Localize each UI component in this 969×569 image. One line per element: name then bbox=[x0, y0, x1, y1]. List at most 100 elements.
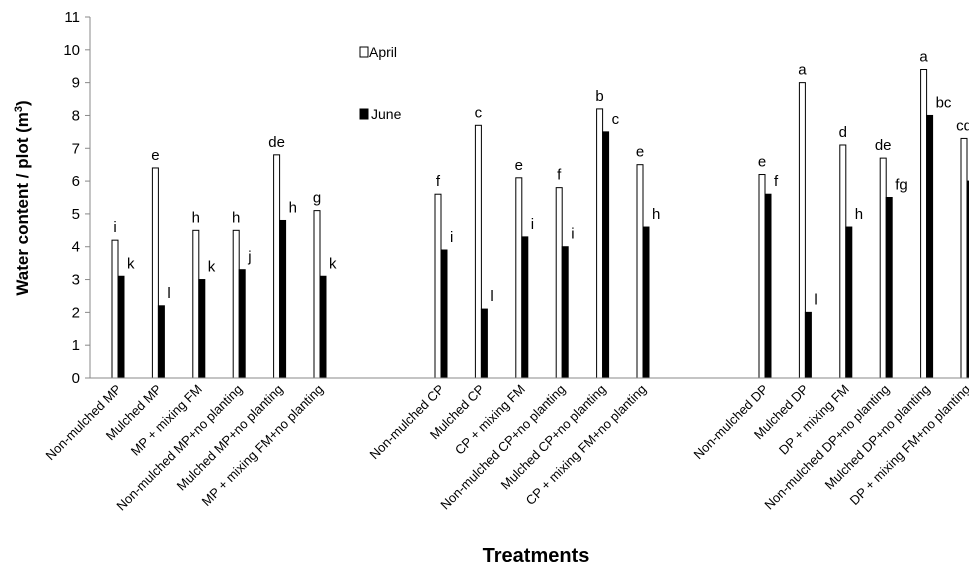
april-significance-letter: b bbox=[595, 88, 603, 105]
june-bar bbox=[804, 311, 812, 379]
april-bar bbox=[758, 174, 766, 379]
june-significance-letter: k bbox=[329, 255, 337, 272]
june-significance-letter: bc bbox=[936, 94, 952, 111]
june-bar bbox=[764, 193, 772, 379]
april-significance-letter: d bbox=[839, 124, 847, 141]
y-tick-label: 6 bbox=[72, 173, 80, 190]
june-significance-letter: k bbox=[127, 255, 135, 272]
june-significance-letter: l bbox=[167, 285, 170, 302]
june-significance-letter: j bbox=[247, 249, 251, 266]
june-bar bbox=[561, 246, 569, 379]
june-bar bbox=[319, 275, 327, 379]
april-significance-letter: a bbox=[919, 49, 928, 66]
june-bar bbox=[440, 249, 448, 379]
april-bar bbox=[313, 210, 321, 379]
april-significance-letter: de bbox=[268, 134, 285, 151]
june-significance-letter: fg bbox=[895, 177, 908, 194]
y-axis-ticks: 0 1 2 3 4 5 6 7 8 9 10 11 bbox=[63, 9, 90, 387]
april-significance-letter: e bbox=[636, 144, 644, 161]
june-bar bbox=[480, 308, 488, 379]
april-significance-letter: e bbox=[515, 157, 523, 174]
june-significance-letter: h bbox=[855, 206, 863, 223]
april-bar bbox=[232, 229, 240, 379]
y-tick-label: 1 bbox=[72, 337, 80, 354]
y-tick-label: 9 bbox=[72, 75, 80, 92]
y-tick-label: 8 bbox=[72, 107, 80, 124]
june-bar bbox=[885, 197, 893, 379]
june-significance-letter: i bbox=[450, 229, 453, 246]
category-label: CP + mixing FM bbox=[452, 382, 528, 458]
april-bar bbox=[596, 108, 604, 379]
june-bar bbox=[117, 275, 125, 379]
april-bar bbox=[434, 193, 442, 379]
april-significance-letter: e bbox=[758, 154, 766, 171]
april-significance-letter: e bbox=[151, 147, 159, 164]
june-bar bbox=[279, 219, 287, 379]
june-bar bbox=[157, 305, 165, 379]
june-significance-letter: h bbox=[289, 199, 297, 216]
april-significance-letter: cd bbox=[956, 117, 969, 134]
april-bar bbox=[555, 187, 563, 379]
april-significance-letter: c bbox=[475, 104, 483, 121]
legend: April June bbox=[359, 44, 402, 122]
category-label: DP + mixing FM bbox=[776, 382, 852, 458]
april-bar bbox=[515, 177, 523, 379]
april-significance-letter: f bbox=[436, 173, 441, 190]
june-significance-letter: l bbox=[490, 288, 493, 305]
june-bar bbox=[238, 269, 246, 379]
y-axis-title: Water content / plot (m3) bbox=[13, 100, 32, 295]
category-label: Non-mulched CP bbox=[367, 382, 448, 463]
legend-june-label: June bbox=[371, 106, 402, 122]
april-bar bbox=[798, 82, 806, 379]
y-tick-label: 3 bbox=[72, 272, 80, 289]
y-tick-label: 0 bbox=[72, 370, 80, 387]
june-bar bbox=[845, 226, 853, 379]
y-tick-label: 7 bbox=[72, 140, 80, 157]
april-bar bbox=[192, 229, 200, 379]
legend-april-swatch bbox=[359, 46, 369, 58]
april-significance-letter: i bbox=[113, 219, 116, 236]
legend-june-swatch bbox=[359, 108, 369, 120]
june-bar bbox=[642, 226, 650, 379]
y-tick-label: 5 bbox=[72, 206, 80, 223]
june-bar bbox=[966, 180, 969, 379]
june-significance-letter: c bbox=[612, 111, 620, 128]
bars bbox=[111, 69, 969, 379]
y-tick-label: 4 bbox=[72, 239, 80, 256]
april-bar bbox=[839, 144, 847, 379]
significance-labels: ikelhkhjdehgkficleifibcehefaldhdefgabccd… bbox=[113, 49, 969, 309]
april-bar bbox=[960, 137, 968, 379]
june-bar bbox=[198, 279, 206, 379]
june-significance-letter: i bbox=[531, 216, 534, 233]
april-bar bbox=[474, 124, 482, 379]
april-bar bbox=[111, 239, 119, 379]
y-tick-label: 2 bbox=[72, 304, 80, 321]
y-tick-label: 10 bbox=[63, 42, 80, 59]
april-bar bbox=[920, 69, 928, 379]
june-significance-letter: h bbox=[652, 206, 660, 223]
june-significance-letter: f bbox=[774, 173, 779, 190]
april-bar bbox=[151, 167, 159, 379]
y-tick-label: 11 bbox=[64, 9, 80, 26]
april-significance-letter: h bbox=[192, 209, 200, 226]
june-significance-letter: l bbox=[814, 291, 817, 308]
x-axis-title: Treatments bbox=[483, 545, 590, 567]
april-significance-letter: f bbox=[557, 167, 562, 184]
april-bar bbox=[636, 164, 644, 379]
june-bar bbox=[521, 236, 529, 379]
june-significance-letter: k bbox=[208, 259, 216, 276]
category-label: Non-mulched DP bbox=[691, 382, 772, 463]
april-significance-letter: g bbox=[313, 190, 321, 207]
june-bar bbox=[602, 131, 610, 379]
category-label: MP + mixing FM bbox=[128, 382, 205, 459]
april-significance-letter: h bbox=[232, 209, 240, 226]
legend-april-label: April bbox=[369, 44, 397, 60]
april-bar bbox=[273, 154, 281, 379]
april-bar bbox=[879, 157, 887, 379]
june-significance-letter: i bbox=[571, 226, 574, 243]
june-bar bbox=[926, 114, 934, 379]
april-significance-letter: a bbox=[798, 62, 807, 79]
april-significance-letter: de bbox=[875, 137, 892, 154]
